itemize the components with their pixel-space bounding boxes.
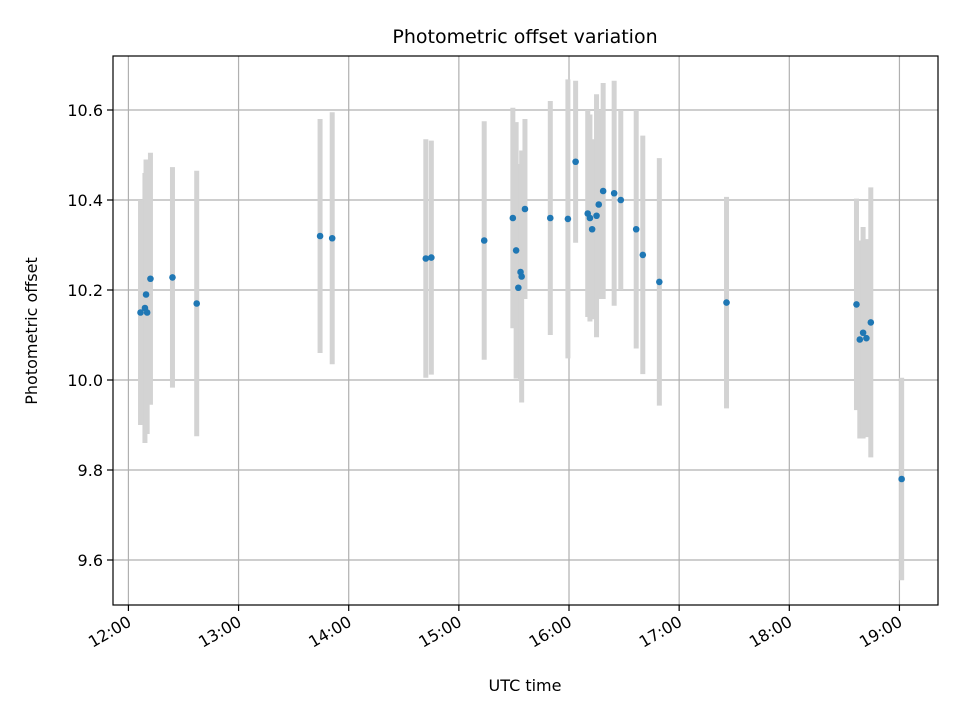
data-point bbox=[599, 187, 607, 195]
data-point bbox=[723, 299, 730, 306]
data-point bbox=[480, 237, 488, 244]
data-point bbox=[656, 278, 663, 286]
data-point bbox=[588, 225, 596, 233]
data-points bbox=[137, 158, 905, 483]
data-point bbox=[593, 212, 600, 220]
data-point bbox=[137, 309, 144, 316]
data-point bbox=[169, 274, 176, 281]
y-tick-label: 10.0 bbox=[67, 371, 103, 390]
data-point bbox=[856, 336, 864, 343]
data-point bbox=[193, 300, 201, 307]
y-tick-label: 9.6 bbox=[78, 551, 103, 570]
y-axis-label: Photometric offset bbox=[22, 257, 41, 405]
y-axis: 9.6 9.8 10.0 10.2 10.4 10.6 bbox=[67, 101, 113, 570]
data-point bbox=[142, 291, 150, 298]
y-tick-label: 10.4 bbox=[67, 191, 103, 210]
data-point bbox=[428, 254, 435, 261]
data-point bbox=[586, 214, 594, 222]
data-point bbox=[521, 205, 529, 213]
data-point bbox=[512, 247, 520, 254]
data-point bbox=[632, 225, 640, 233]
grid bbox=[113, 56, 938, 605]
data-point bbox=[863, 334, 870, 342]
data-point bbox=[515, 284, 522, 292]
data-point bbox=[546, 214, 554, 222]
chart-title: Photometric offset variation bbox=[392, 26, 657, 48]
data-point bbox=[518, 273, 525, 280]
x-axis-label: UTC time bbox=[489, 676, 562, 695]
y-tick-label: 10.2 bbox=[67, 281, 103, 300]
data-point bbox=[853, 301, 860, 308]
data-point bbox=[867, 319, 875, 326]
data-point bbox=[639, 251, 647, 259]
data-point bbox=[564, 215, 572, 223]
data-point bbox=[328, 234, 336, 242]
data-point bbox=[316, 232, 324, 240]
data-point bbox=[610, 189, 618, 197]
y-tick-label: 10.6 bbox=[67, 101, 103, 120]
data-point bbox=[595, 201, 603, 208]
data-point bbox=[859, 329, 867, 337]
data-point bbox=[147, 275, 154, 283]
data-point bbox=[898, 475, 905, 483]
data-point bbox=[509, 214, 517, 222]
plot-frame bbox=[112, 55, 939, 606]
data-point bbox=[422, 255, 430, 262]
data-point bbox=[143, 309, 151, 316]
y-tick-label: 9.8 bbox=[78, 461, 103, 480]
data-point bbox=[617, 196, 625, 204]
data-point bbox=[572, 158, 579, 166]
